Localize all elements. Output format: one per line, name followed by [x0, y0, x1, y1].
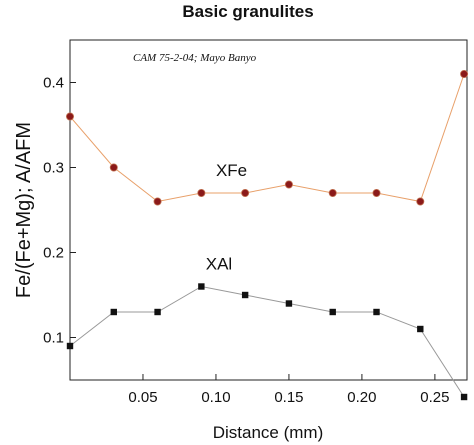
data-point-xal	[417, 325, 424, 333]
x-tick-label: 0.15	[274, 389, 303, 406]
x-tick-label: 0.10	[201, 389, 230, 406]
series-label-xal: XAl	[206, 255, 232, 274]
data-point-xfe	[66, 112, 75, 121]
data-point-xal	[198, 283, 205, 290]
x-axis-label: Distance (mm)	[213, 423, 324, 442]
data-point-xfe	[153, 197, 162, 206]
chart-title: Basic granulites	[182, 2, 313, 21]
data-point-xfe	[109, 163, 118, 172]
data-point-xal	[154, 308, 161, 316]
data-point-xfe	[460, 70, 469, 79]
x-tick-label: 0.05	[128, 389, 157, 406]
data-point-xal	[329, 308, 336, 316]
y-tick-label: 0.4	[43, 75, 64, 92]
series-line-xfe	[69, 73, 465, 203]
plot-frame	[69, 39, 468, 381]
y-axis-label: Fe/(Fe+Mg); A/AFM	[13, 122, 35, 298]
y-tick-label: 0.2	[43, 245, 64, 262]
data-point-xal	[460, 393, 468, 401]
data-point-xfe	[284, 180, 293, 189]
data-point-xfe	[328, 188, 337, 197]
data-point-xfe	[241, 188, 250, 197]
data-point-xfe	[197, 188, 206, 197]
data-point-xal	[241, 291, 249, 299]
y-tick-label: 0.1	[43, 330, 64, 347]
data-point-xal	[110, 308, 117, 316]
series-layer: XFe XAl	[66, 70, 469, 401]
x-tick-label: 0.20	[347, 389, 376, 406]
y-tick-label: 0.3	[43, 160, 64, 177]
data-point-xfe	[372, 188, 381, 197]
series-label-xfe: XFe	[216, 161, 247, 180]
data-point-xal	[285, 300, 293, 307]
data-point-xal	[66, 342, 74, 350]
data-point-xal	[373, 308, 380, 316]
series-line-xal	[69, 285, 465, 398]
x-tick-label: 0.25	[420, 389, 449, 406]
axis-ticks: 0.05 0.10 0.15 0.20 0.25 0.1 0.2 0.3 0.4	[43, 75, 449, 407]
data-point-xfe	[416, 197, 425, 206]
chart-annotation: CAM 75-2-04; Mayo Banyo	[133, 52, 257, 64]
